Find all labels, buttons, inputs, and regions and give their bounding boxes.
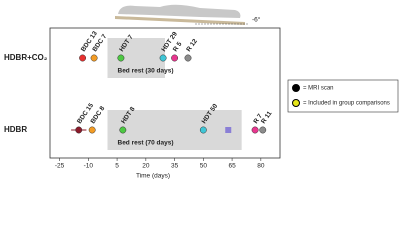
point: [225, 127, 232, 133]
chart: -6° Time (days) -25 -10 5 20 35 50 65 80 HDBR+CO…: [4, 4, 399, 180]
body-silhouette: [118, 4, 241, 18]
bed: [115, 16, 245, 25]
x-tick-label: -10: [84, 163, 94, 170]
point: [117, 54, 125, 62]
point: [259, 126, 267, 134]
period-label: Bed rest (70 days): [118, 140, 174, 147]
point: [251, 126, 259, 134]
bed-rest-period: [107, 110, 242, 150]
bed-rest-period: [107, 38, 165, 78]
plot-frame: [49, 27, 281, 159]
point: [88, 126, 96, 134]
legend-marker: [292, 84, 300, 92]
x-tick-label: 80: [257, 163, 265, 170]
point: [90, 54, 98, 62]
legend-marker: [292, 99, 300, 107]
legend-label: = MRI scan: [303, 86, 334, 92]
point-label: R 11: [260, 110, 274, 125]
x-tick-label: 35: [171, 163, 179, 170]
point: [184, 54, 192, 62]
legend-label: = Included in group comparisons: [303, 101, 390, 107]
illustration: [115, 4, 248, 25]
point: [159, 54, 167, 62]
row-label: HDBR: [4, 125, 27, 134]
point: [199, 126, 207, 134]
x-tick-label: 50: [200, 163, 208, 170]
point: [171, 54, 179, 62]
point-label: R 7: [252, 113, 264, 126]
x-tick-label: 20: [142, 163, 150, 170]
tilt-label: -6°: [252, 16, 261, 24]
x-tick-label: 5: [115, 163, 119, 170]
point: [119, 126, 127, 134]
point: [79, 54, 87, 62]
x-tick-label: -25: [55, 163, 65, 170]
point-label: R 5: [172, 41, 184, 54]
point: [75, 126, 83, 134]
legend: [287, 79, 399, 113]
x-axis-title: Time (days): [136, 173, 170, 180]
x-tick-label: 65: [228, 163, 236, 170]
point-label: R 12: [185, 38, 199, 54]
row-label: HDBR+CO₂: [4, 53, 48, 62]
period-label: Bed rest (30 days): [118, 68, 174, 75]
